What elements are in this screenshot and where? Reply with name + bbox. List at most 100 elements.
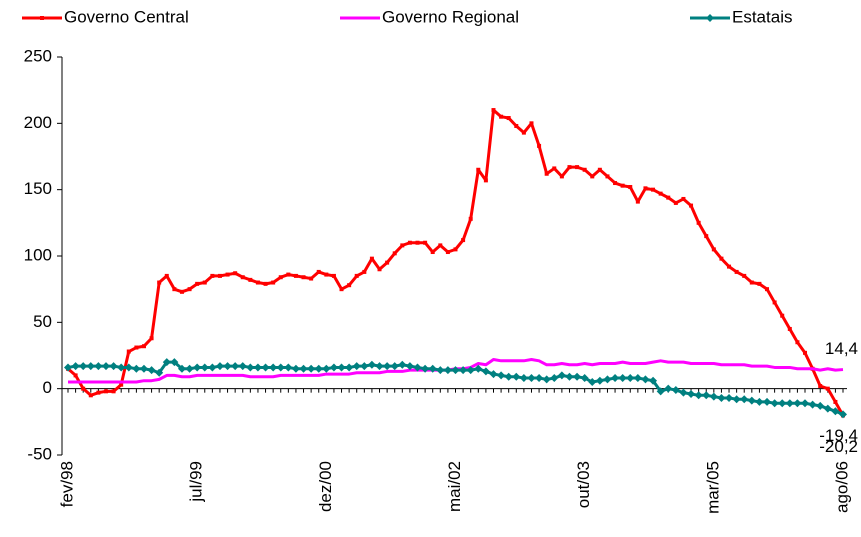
data-point bbox=[628, 185, 633, 190]
data-point bbox=[491, 108, 496, 113]
x-tick-label: jul/99 bbox=[187, 461, 206, 503]
data-point bbox=[755, 397, 764, 406]
data-point bbox=[155, 368, 164, 377]
data-point bbox=[126, 349, 131, 354]
data-point bbox=[329, 363, 338, 372]
data-point bbox=[301, 275, 306, 280]
data-point bbox=[233, 271, 238, 276]
data-point bbox=[445, 250, 450, 255]
data-point bbox=[643, 186, 648, 191]
data-point bbox=[461, 238, 466, 243]
data-point bbox=[785, 399, 794, 408]
data-point bbox=[149, 336, 154, 341]
data-point bbox=[337, 363, 346, 372]
data-point bbox=[215, 362, 224, 371]
data-point bbox=[293, 273, 298, 278]
data-point bbox=[567, 165, 572, 170]
data-point bbox=[506, 116, 511, 121]
data-point bbox=[101, 362, 110, 371]
data-point bbox=[466, 366, 475, 375]
data-point bbox=[200, 363, 209, 372]
data-point bbox=[833, 399, 838, 404]
y-tick-label: 0 bbox=[43, 378, 52, 397]
data-point bbox=[673, 200, 678, 205]
x-tick-label: out/03 bbox=[574, 461, 593, 508]
data-point bbox=[763, 397, 772, 406]
legend-label: Estatais bbox=[732, 7, 792, 26]
data-point bbox=[575, 165, 580, 170]
data-point bbox=[529, 121, 534, 126]
data-point bbox=[687, 389, 696, 398]
data-point bbox=[499, 114, 504, 119]
data-point bbox=[238, 362, 247, 371]
y-tick-label: -50 bbox=[27, 444, 52, 463]
data-point bbox=[307, 364, 316, 373]
data-point bbox=[299, 364, 308, 373]
data-point bbox=[734, 269, 739, 274]
data-point bbox=[839, 410, 847, 419]
data-point bbox=[377, 267, 382, 272]
data-point bbox=[407, 240, 412, 245]
data-point bbox=[415, 240, 420, 245]
data-point bbox=[801, 399, 810, 408]
data-point bbox=[261, 363, 270, 372]
data-point bbox=[263, 281, 268, 286]
data-point bbox=[588, 378, 597, 387]
data-point bbox=[544, 171, 549, 176]
data-point bbox=[64, 363, 72, 372]
data-point bbox=[679, 388, 688, 397]
x-tick-label: mar/05 bbox=[703, 461, 722, 514]
data-point bbox=[514, 123, 519, 128]
y-tick-label: 200 bbox=[24, 113, 52, 132]
data-point bbox=[550, 374, 559, 383]
data-point bbox=[157, 280, 162, 285]
data-point bbox=[770, 399, 779, 408]
data-point bbox=[362, 269, 367, 274]
data-point bbox=[808, 400, 817, 409]
data-point bbox=[322, 364, 331, 373]
data-point bbox=[79, 362, 88, 371]
data-point bbox=[392, 251, 397, 256]
data-point bbox=[519, 374, 528, 383]
x-tick-label: fev/98 bbox=[57, 461, 76, 507]
data-point bbox=[398, 360, 407, 369]
data-point bbox=[696, 220, 701, 225]
data-point bbox=[613, 181, 618, 186]
data-point bbox=[719, 256, 724, 261]
data-point bbox=[81, 386, 86, 391]
data-point bbox=[375, 362, 384, 371]
data-point bbox=[284, 363, 293, 372]
data-label: -20,2 bbox=[819, 437, 858, 456]
data-point bbox=[626, 374, 635, 383]
data-point bbox=[86, 362, 95, 371]
data-point bbox=[778, 399, 787, 408]
data-point bbox=[732, 395, 741, 404]
data-point bbox=[164, 273, 169, 278]
data-point bbox=[521, 130, 526, 135]
data-point bbox=[476, 167, 481, 172]
data-point bbox=[179, 289, 184, 294]
data-point bbox=[664, 384, 673, 393]
data-point bbox=[223, 362, 232, 371]
data-point bbox=[535, 374, 544, 383]
data-point bbox=[354, 273, 359, 278]
data-point bbox=[749, 280, 754, 285]
data-point bbox=[428, 364, 437, 373]
data-point bbox=[580, 374, 589, 383]
data-point bbox=[217, 273, 222, 278]
data-point bbox=[147, 366, 156, 375]
y-tick-label: 100 bbox=[24, 245, 52, 264]
data-point bbox=[141, 344, 146, 349]
data-point bbox=[527, 374, 536, 383]
data-point bbox=[704, 234, 709, 239]
data-point bbox=[103, 389, 108, 394]
data-point bbox=[816, 401, 825, 410]
data-point bbox=[240, 275, 245, 280]
data-point bbox=[291, 364, 300, 373]
data-point bbox=[702, 391, 711, 400]
data-point bbox=[689, 203, 694, 208]
data-point bbox=[666, 195, 671, 200]
data-point bbox=[73, 373, 78, 378]
data-point bbox=[134, 345, 139, 350]
legend-label: Governo Regional bbox=[382, 7, 519, 26]
